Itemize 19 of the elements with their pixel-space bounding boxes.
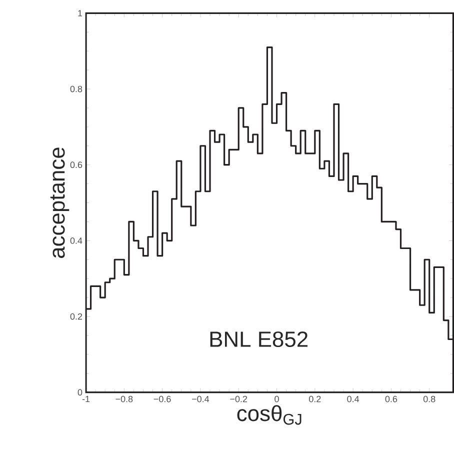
x-tick-label: 0.2: [309, 396, 321, 402]
y-tick-label: 0: [78, 388, 82, 396]
x-tick-label: 0.8: [423, 396, 436, 402]
x-tick-label: −0.4: [192, 396, 210, 402]
annotation: BNL E852: [210, 331, 308, 347]
y-axis-title: acceptance: [50, 147, 70, 258]
y-tick-label: 1: [78, 10, 82, 16]
x-tick-label: −0.2: [230, 396, 248, 402]
y-tick-label: 0.2: [70, 313, 82, 320]
x-tick-label: 0.4: [347, 396, 360, 402]
x-tick-label: −0.6: [154, 396, 171, 402]
x-tick-label: 0: [274, 396, 279, 402]
x-tick-label: -1: [82, 396, 90, 402]
x-tick-label: 0.6: [385, 396, 398, 402]
y-tick-label: 0.6: [70, 161, 82, 168]
y-tick-label: 0.4: [70, 237, 82, 244]
y-tick-label: 0.8: [70, 86, 82, 92]
x-axis-title: cosθ$_{GJ}$: [237, 404, 302, 425]
x-tick-label: −0.8: [116, 396, 133, 402]
